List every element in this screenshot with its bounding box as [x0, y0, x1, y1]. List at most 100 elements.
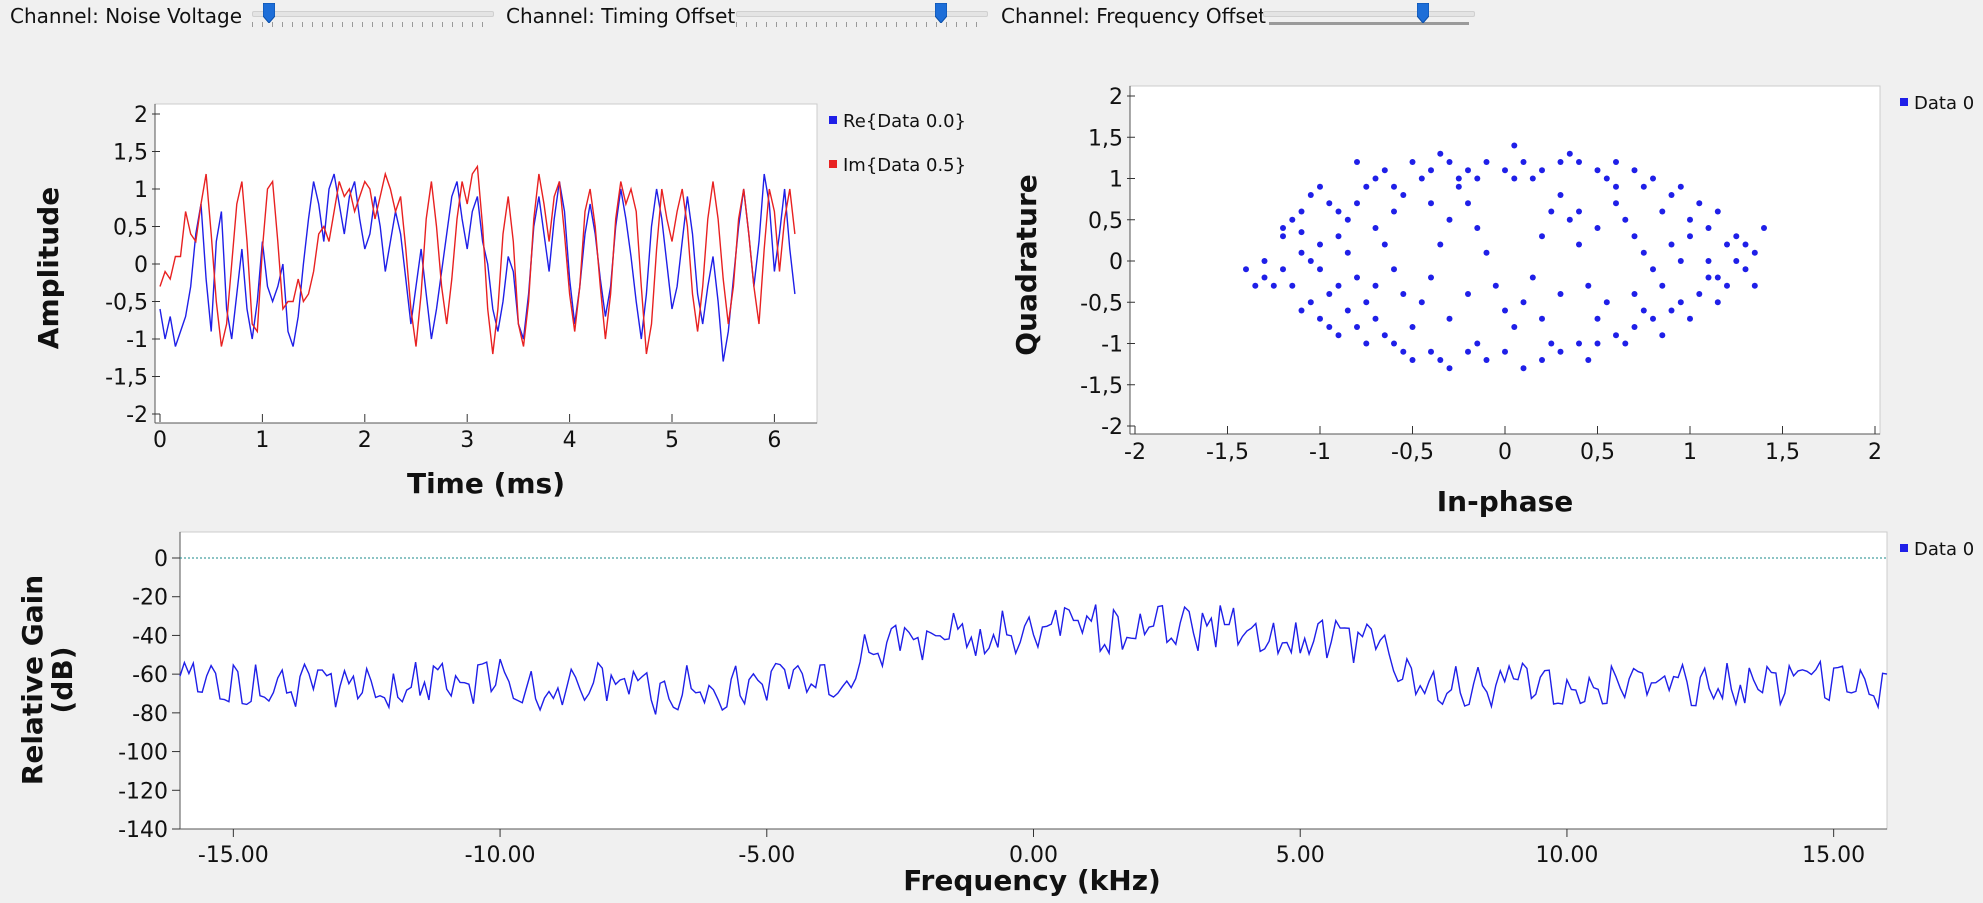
constellation-point	[1502, 167, 1508, 174]
x-tick-label: 2	[358, 428, 372, 453]
legend-swatch-const	[1900, 98, 1908, 106]
constellation-point	[1289, 216, 1296, 223]
constellation-y-label: Quadrature	[1010, 174, 1043, 356]
constellation-point	[1751, 282, 1758, 289]
x-tick-label: 2	[1868, 440, 1882, 465]
y-tick-label: -1	[126, 328, 148, 353]
constellation-point	[1557, 192, 1564, 198]
legend-label-re: Re{Data 0.0}	[843, 111, 966, 132]
constellation-point	[1687, 315, 1693, 322]
constellation-point	[1400, 291, 1407, 297]
x-tick-label: 0,5	[1580, 440, 1615, 465]
constellation-point	[1298, 208, 1305, 215]
constellation-point	[1724, 241, 1730, 248]
time-plot-area[interactable]	[154, 103, 818, 424]
frequency-offset-control: Channel: Frequency Offset	[995, 0, 1485, 34]
x-tick-label: -10.00	[465, 843, 536, 868]
y-tick-label: 2	[1109, 85, 1123, 110]
constellation-point	[1613, 183, 1619, 190]
constellation-point	[1474, 225, 1481, 231]
spectrum-plot-area[interactable]	[179, 531, 1888, 830]
constellation-point	[1659, 332, 1666, 339]
x-tick-label: -1,5	[1206, 440, 1249, 465]
constellation-point	[1622, 340, 1629, 347]
constellation-point	[1520, 365, 1527, 372]
constellation-point	[1409, 324, 1416, 330]
constellation-point	[1317, 266, 1323, 273]
timing-offset-handle[interactable]	[935, 3, 947, 23]
constellation-point	[1261, 274, 1268, 281]
constellation-point	[1576, 208, 1582, 215]
constellation-point	[1317, 183, 1323, 190]
x-tick-label: 4	[563, 428, 577, 453]
noise-voltage-control: Channel: Noise Voltage	[0, 0, 500, 34]
constellation-point	[1594, 340, 1601, 347]
x-tick-label: 0.00	[1009, 843, 1058, 868]
constellation-point	[1659, 282, 1666, 289]
constellation-point	[1585, 357, 1592, 363]
constellation-point	[1307, 192, 1314, 198]
constellation-point	[1437, 241, 1444, 248]
y-tick-label: 0	[154, 547, 168, 572]
timing-offset-control: Channel: Timing Offset	[500, 0, 995, 34]
spectrum-plot: -15.00 -10.00 -5.00 0.00 5.00 10.00 15.00 0 -20 -…	[16, 531, 1974, 897]
constellation-point	[1280, 266, 1286, 273]
constellation-point	[1280, 233, 1286, 240]
y-tick-label: -140	[118, 818, 168, 843]
constellation-point	[1317, 315, 1323, 322]
constellation-point	[1539, 167, 1545, 174]
constellation-point	[1391, 183, 1397, 190]
constellation-point	[1548, 340, 1555, 347]
constellation-point	[1594, 167, 1601, 174]
legend-swatch-spectrum	[1900, 544, 1908, 552]
x-tick-label: 1	[255, 428, 269, 453]
constellation-point	[1742, 241, 1749, 248]
constellation-point	[1474, 175, 1481, 182]
constellation-plot-area[interactable]	[1129, 85, 1881, 435]
timing-offset-label: Channel: Timing Offset	[506, 4, 736, 28]
constellation-point	[1243, 266, 1249, 273]
constellation-point	[1289, 282, 1296, 289]
series-re-line	[159, 173, 796, 362]
x-tick-label: -5.00	[738, 843, 795, 868]
legend-swatch-im	[829, 160, 837, 168]
constellation-point	[1363, 299, 1370, 306]
constellation-point	[1354, 159, 1360, 165]
constellation-point	[1409, 357, 1416, 363]
constellation-point	[1705, 258, 1712, 264]
constellation-point	[1511, 175, 1518, 182]
timing-offset-slider[interactable]	[736, 11, 988, 17]
noise-voltage-slider[interactable]	[252, 11, 494, 17]
constellation-point	[1326, 291, 1333, 297]
y-tick-label: -0,5	[1080, 291, 1123, 316]
constellation-point	[1566, 216, 1573, 223]
y-tick-label: -0,5	[105, 291, 148, 316]
constellation-point	[1603, 299, 1610, 306]
constellation-legend: Data 0	[1900, 93, 1974, 114]
constellation-point	[1437, 357, 1444, 363]
constellation-point	[1455, 183, 1462, 190]
frequency-offset-handle[interactable]	[1416, 3, 1429, 23]
y-tick-label: 0	[1109, 250, 1123, 275]
constellation-point	[1714, 208, 1721, 215]
constellation-point	[1428, 200, 1434, 207]
constellation-point	[1640, 307, 1647, 314]
constellation-point	[1437, 150, 1444, 157]
x-tick-label: -2	[1124, 440, 1146, 465]
constellation-point	[1529, 175, 1536, 182]
constellation-point	[1446, 315, 1453, 322]
constellation-point	[1539, 357, 1545, 363]
y-tick-label: 1,5	[113, 141, 148, 166]
constellation-point	[1418, 175, 1425, 182]
frequency-offset-slider[interactable]	[1263, 11, 1475, 17]
noise-voltage-handle[interactable]	[262, 3, 275, 23]
constellation-point	[1391, 266, 1397, 273]
constellation-point	[1298, 307, 1305, 314]
constellation-point	[1668, 241, 1675, 248]
constellation-point	[1548, 208, 1555, 215]
y-tick-label: -2	[1101, 415, 1123, 440]
x-tick-label: -1	[1309, 440, 1331, 465]
y-tick-label: 2	[134, 103, 148, 128]
constellation-point	[1631, 233, 1638, 240]
